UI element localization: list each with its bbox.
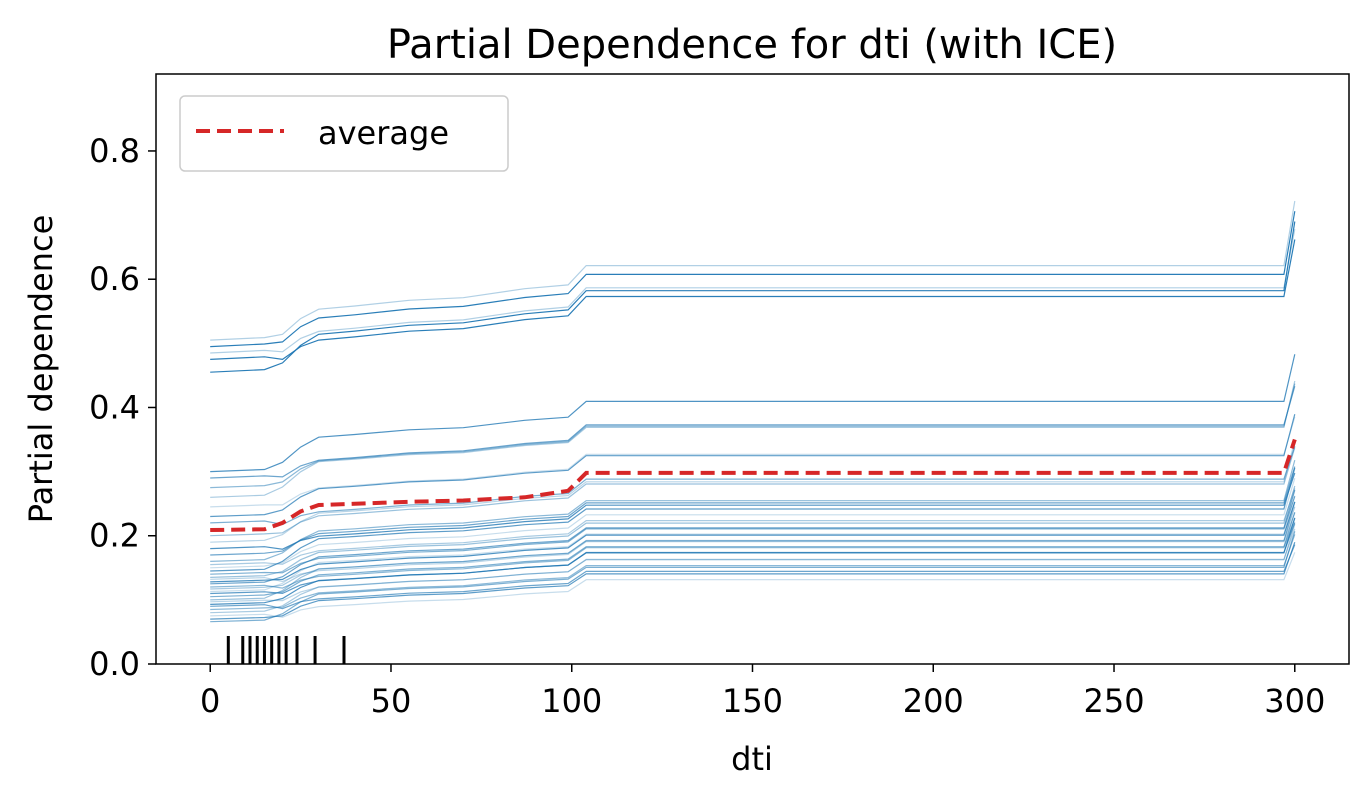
x-tick-label: 0 bbox=[200, 682, 220, 720]
ice-line bbox=[210, 485, 1296, 578]
ice-line bbox=[210, 467, 1296, 572]
ice-line bbox=[210, 524, 1296, 614]
ice-line bbox=[210, 447, 1296, 537]
ice-line bbox=[210, 478, 1296, 569]
y-tick-label: 0.0 bbox=[89, 645, 140, 683]
ice-line bbox=[210, 380, 1296, 498]
ice-line bbox=[210, 386, 1296, 479]
ice-line bbox=[210, 354, 1296, 473]
ice-line bbox=[210, 512, 1296, 583]
ice-line bbox=[210, 466, 1296, 556]
ice-line bbox=[210, 528, 1296, 603]
y-tick-label: 0.4 bbox=[89, 388, 140, 426]
ice-line bbox=[210, 544, 1296, 610]
ice-line bbox=[210, 512, 1296, 598]
ice-line bbox=[210, 517, 1296, 605]
ice-line bbox=[210, 416, 1296, 508]
ice-line bbox=[210, 542, 1296, 620]
ice-line bbox=[210, 200, 1296, 341]
ice-line bbox=[210, 506, 1296, 590]
ice-line bbox=[210, 488, 1296, 566]
x-tick-label: 50 bbox=[371, 682, 412, 720]
ice-line bbox=[210, 501, 1296, 601]
ice-line bbox=[210, 472, 1296, 550]
x-axis-label: dti bbox=[731, 740, 773, 778]
legend: average bbox=[179, 95, 509, 172]
ice-line bbox=[210, 531, 1296, 623]
y-axis-label: Partial dependence bbox=[22, 215, 60, 524]
ice-line bbox=[210, 239, 1296, 361]
ice-line bbox=[210, 414, 1296, 518]
x-tick-label: 100 bbox=[541, 682, 602, 720]
x-tick-label: 250 bbox=[1083, 682, 1144, 720]
ice-line bbox=[210, 534, 1296, 611]
ice-line bbox=[210, 221, 1296, 373]
ice-line bbox=[210, 552, 1296, 618]
x-axis: 0 50 100 150 200 250 300 bbox=[200, 664, 1325, 720]
y-tick-label: 0.2 bbox=[89, 517, 140, 555]
ice-line bbox=[210, 459, 1296, 562]
average-line bbox=[210, 438, 1297, 532]
y-axis: 0.0 0.2 0.4 0.6 0.8 bbox=[89, 132, 156, 683]
ice-line bbox=[210, 211, 1296, 348]
legend-box bbox=[179, 95, 509, 172]
plot-area bbox=[155, 73, 1350, 665]
ice-line bbox=[210, 522, 1296, 595]
ice-line bbox=[210, 383, 1296, 489]
ice-line bbox=[210, 229, 1296, 354]
ice-line bbox=[210, 496, 1296, 575]
y-tick-label: 0.8 bbox=[89, 132, 140, 170]
x-tick-label: 200 bbox=[903, 682, 964, 720]
ice-line bbox=[210, 489, 1296, 585]
x-tick-label: 300 bbox=[1264, 682, 1325, 720]
ice-line bbox=[210, 495, 1296, 593]
ice-line bbox=[210, 501, 1296, 583]
chart-title: Partial Dependence for dti (with ICE) bbox=[387, 22, 1117, 68]
y-tick-label: 0.6 bbox=[89, 260, 140, 298]
ice-line bbox=[210, 440, 1296, 543]
ice-line bbox=[210, 518, 1296, 589]
x-tick-label: 150 bbox=[722, 682, 783, 720]
legend-average-label: average bbox=[318, 114, 449, 152]
